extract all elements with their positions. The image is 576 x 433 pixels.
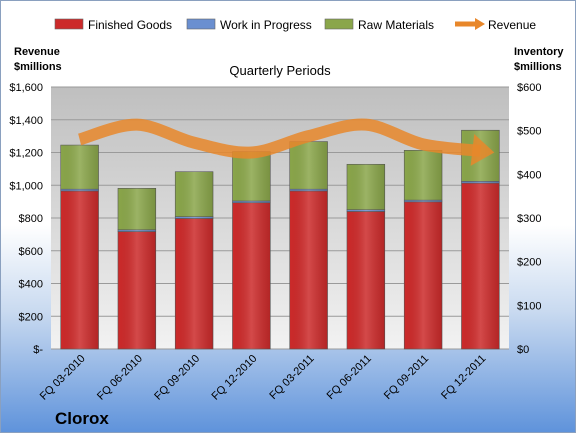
x-tick-label: FQ 03-2010	[38, 353, 88, 403]
bar-shade	[117, 188, 156, 230]
left-tick-label: $1,000	[9, 180, 43, 192]
bar-shade	[289, 190, 328, 349]
bar-shade	[175, 171, 214, 217]
x-tick-label: FQ 06-2010	[95, 353, 145, 403]
bar-shade	[346, 164, 385, 210]
bars	[60, 129, 500, 350]
x-tick-label: FQ 03-2011	[267, 353, 316, 402]
legend-swatch-work-in-progress	[186, 18, 216, 30]
x-tick-label: FQ 12-2010	[210, 353, 260, 403]
bar-shade	[461, 183, 500, 349]
legend: Finished Goods Work in Progress Raw Materi…	[54, 18, 536, 32]
legend-label: Revenue	[488, 18, 536, 32]
bar-shade	[461, 181, 500, 184]
bar-shade	[232, 200, 271, 203]
legend-label: Work in Progress	[220, 18, 312, 32]
revenue-line	[77, 118, 495, 166]
chart-subtitle: Quarterly Periods	[229, 63, 331, 78]
legend-arrow	[475, 18, 485, 30]
x-tick-label: FQ 06-2011	[325, 353, 374, 402]
revenue-line-path	[77, 118, 482, 159]
left-axis-title-line1: Revenue	[14, 46, 60, 58]
left-tick-label: $-	[33, 344, 43, 356]
legend-swatch-raw-materials	[324, 18, 354, 30]
left-tick-label: $1,200	[9, 148, 43, 160]
bar-shade	[289, 189, 328, 191]
bar-shade	[404, 200, 443, 202]
right-tick-label: $300	[517, 213, 541, 225]
left-axis-ticks: $- $200 $400 $600 $800 $1,000 $1,200 $1,400 $1,6…	[9, 82, 43, 356]
company-name: Clorox	[55, 409, 109, 428]
right-tick-label: $400	[517, 169, 541, 181]
right-tick-label: $100	[517, 300, 541, 312]
legend-label: Finished Goods	[88, 18, 172, 32]
right-tick-label: $600	[517, 82, 541, 94]
left-tick-label: $400	[19, 279, 43, 291]
bar-shade	[117, 231, 156, 349]
right-tick-label: $200	[517, 257, 541, 269]
bar-shade	[232, 202, 271, 349]
legend-label: Raw Materials	[358, 18, 434, 32]
left-tick-label: $800	[19, 213, 43, 225]
right-tick-label: $500	[517, 126, 541, 138]
x-tick-label: FQ 12-2011	[439, 353, 488, 402]
bar-shade	[175, 216, 214, 219]
revenue-arrow-head	[470, 134, 495, 166]
right-axis-title-line2: $millions	[514, 61, 562, 73]
left-tick-label: $600	[19, 246, 43, 258]
x-axis-ticks: FQ 03-2010 FQ 06-2010 FQ 09-2010 FQ 12-2010…	[38, 353, 489, 403]
left-tick-label: $1,600	[9, 82, 43, 94]
bar-shade	[346, 209, 385, 212]
bar-shade	[232, 151, 271, 201]
bar-shade	[175, 218, 214, 349]
x-tick-label: FQ 09-2010	[152, 353, 202, 403]
legend-swatch-finished-goods	[54, 18, 84, 30]
bar-shade	[346, 211, 385, 349]
right-tick-label: $0	[517, 344, 529, 356]
right-axis-ticks: $0 $100 $200 $300 $400 $500 $600	[517, 82, 541, 356]
bar-shade	[60, 189, 99, 191]
left-tick-label: $200	[19, 311, 43, 323]
bar-shade	[117, 229, 156, 232]
bar-shade	[60, 190, 99, 349]
x-tick-label: FQ 09-2011	[382, 353, 431, 402]
right-axis-title-line1: Inventory	[514, 46, 564, 58]
bar-shade	[60, 145, 99, 190]
bar-shade	[404, 150, 443, 201]
bar-shade	[289, 141, 328, 190]
left-tick-label: $1,400	[9, 115, 43, 127]
bar-shade	[404, 201, 443, 349]
left-axis-title-line2: $millions	[14, 61, 62, 73]
